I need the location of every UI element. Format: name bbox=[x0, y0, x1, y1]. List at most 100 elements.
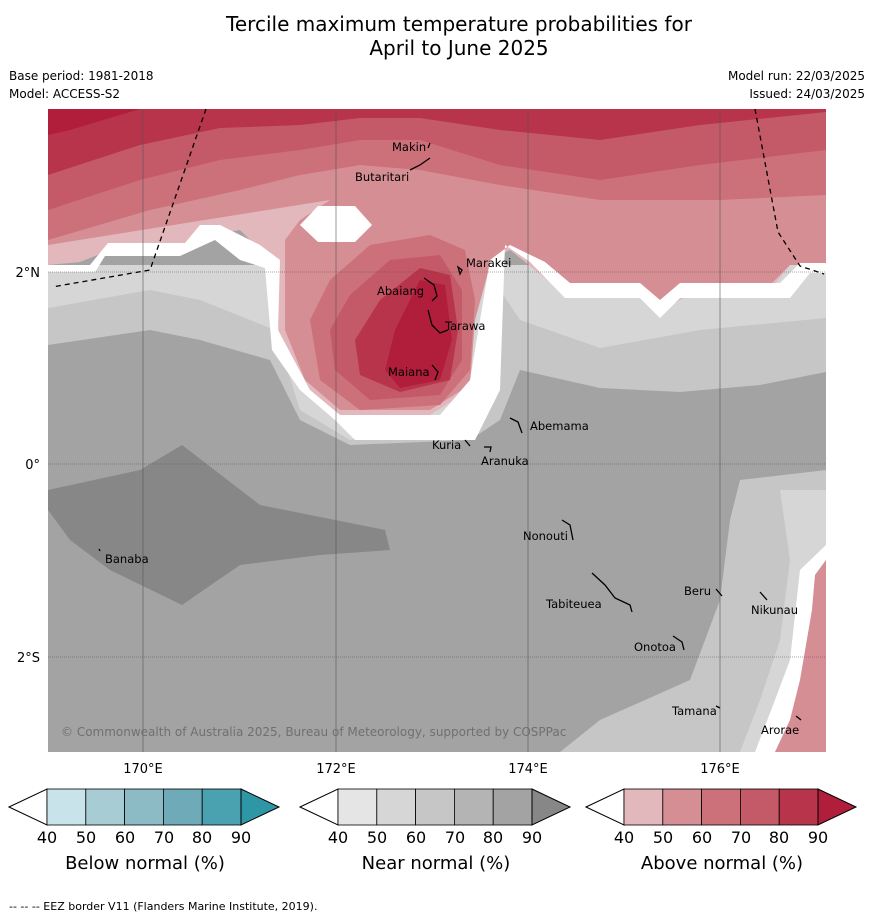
tick-below-90: 90 bbox=[230, 828, 252, 847]
tick-above-50: 50 bbox=[652, 828, 674, 847]
colorbar-2-swatch-0 bbox=[623, 788, 664, 826]
tick-below-80: 80 bbox=[191, 828, 213, 847]
eez-border-east bbox=[754, 108, 825, 275]
island-kuria bbox=[464, 439, 471, 447]
label-arorae: Arorae bbox=[761, 723, 799, 737]
tarawa-warm-core-90 bbox=[385, 280, 452, 388]
probability-map: Makin Butaritari Marakei Abaiang Tarawa … bbox=[16, 108, 826, 777]
tick-near-90: 90 bbox=[521, 828, 543, 847]
colorbar-0-swatch-4 bbox=[201, 788, 242, 826]
tick-above-60: 60 bbox=[691, 828, 713, 847]
colorbar-near-swatches bbox=[299, 788, 572, 826]
near-normal-high-region bbox=[48, 445, 390, 605]
colorbar-2-swatch-1 bbox=[662, 788, 703, 826]
colorbar-below-label: Below normal (%) bbox=[65, 853, 225, 874]
tick-above-80: 80 bbox=[768, 828, 790, 847]
eez-border-west bbox=[51, 108, 207, 288]
label-nonouti: Nonouti bbox=[523, 529, 568, 543]
label-nikunau: Nikunau bbox=[751, 603, 798, 617]
title-line-2: April to June 2025 bbox=[369, 36, 549, 60]
map-field bbox=[48, 109, 826, 752]
tick-near-80: 80 bbox=[482, 828, 504, 847]
colorbar-1-swatch-4 bbox=[492, 788, 533, 826]
colorbar-0-swatch-3 bbox=[162, 788, 203, 826]
colorbar-2-swatch-3 bbox=[739, 788, 780, 826]
title-line-1: Tercile maximum temperature probabilitie… bbox=[226, 12, 692, 36]
lat-label-0: 0° bbox=[25, 458, 40, 473]
above-normal-southeast bbox=[775, 560, 826, 752]
label-kuria: Kuria bbox=[432, 438, 461, 452]
tick-near-70: 70 bbox=[444, 828, 466, 847]
island-tarawa bbox=[427, 309, 449, 334]
island-aranuka bbox=[484, 446, 492, 453]
above-normal-80 bbox=[48, 109, 826, 175]
island-banaba bbox=[98, 548, 101, 552]
island-outlines bbox=[98, 142, 802, 721]
map-title: Tercile maximum temperature probabilitie… bbox=[0, 12, 873, 60]
tick-below-60: 60 bbox=[114, 828, 136, 847]
island-marakei bbox=[456, 265, 463, 276]
label-marakei: Marakei bbox=[466, 256, 511, 270]
colorbar-near-label: Near normal (%) bbox=[361, 853, 511, 874]
label-tarawa: Tarawa bbox=[444, 319, 485, 333]
label-beru: Beru bbox=[684, 584, 711, 598]
lon-label-170e: 170°E bbox=[123, 762, 163, 777]
label-tabiteuea: Tabiteuea bbox=[545, 597, 602, 611]
island-beru bbox=[715, 588, 723, 597]
white-gap-boundary bbox=[48, 225, 826, 440]
lon-label-176e: 176°E bbox=[700, 762, 740, 777]
base-period: Base period: 1981-2018 bbox=[9, 69, 154, 83]
tick-above-70: 70 bbox=[730, 828, 752, 847]
colorbar-1-swatch-2 bbox=[415, 788, 455, 826]
lat-label-2n: 2°N bbox=[16, 266, 41, 281]
island-tabiteuea bbox=[591, 572, 633, 613]
model-name: Model: ACCESS-S2 bbox=[9, 87, 121, 101]
tick-near-50: 50 bbox=[366, 828, 388, 847]
tick-near-40: 40 bbox=[327, 828, 349, 847]
model-run: Model run: 22/03/2025 bbox=[727, 69, 865, 83]
colorbar-above-swatches bbox=[585, 788, 858, 826]
latitude-labels: 2°N 0° 2°S bbox=[16, 266, 41, 666]
tick-above-40: 40 bbox=[613, 828, 635, 847]
tick-above-90: 90 bbox=[807, 828, 829, 847]
eez-borders bbox=[51, 108, 825, 288]
island-maiana bbox=[431, 364, 439, 381]
tick-near-60: 60 bbox=[405, 828, 427, 847]
label-butaritari: Butaritari bbox=[355, 170, 409, 184]
colorbar-above-label: Above normal (%) bbox=[640, 853, 804, 874]
graticule bbox=[48, 109, 826, 752]
label-abaiang: Abaiang bbox=[377, 284, 424, 298]
colorbar-0-swatch-0 bbox=[46, 788, 87, 826]
lon-label-174e: 174°E bbox=[508, 762, 548, 777]
near-normal-southeast-region bbox=[560, 470, 826, 752]
colorbar-below-swatches bbox=[8, 788, 281, 826]
island-makin bbox=[427, 142, 431, 149]
eez-legend-footer: -- -- -- EEZ border V11 (Flanders Marine… bbox=[9, 900, 318, 913]
meta-left: Base period: 1981-2018 Model: ACCESS-S2 bbox=[9, 67, 154, 103]
colorbar-1-swatch-0 bbox=[337, 788, 378, 826]
label-aranuka: Aranuka bbox=[481, 454, 529, 468]
island-nonouti bbox=[561, 519, 574, 541]
island-butaritari bbox=[409, 157, 431, 171]
label-abemama: Abemama bbox=[530, 419, 589, 433]
label-banaba: Banaba bbox=[105, 552, 149, 566]
place-labels: Makin Butaritari Marakei Abaiang Tarawa … bbox=[105, 140, 799, 737]
colorbar-0-swatch-1 bbox=[85, 788, 126, 826]
label-maiana: Maiana bbox=[388, 365, 430, 379]
white-gap-southeast bbox=[755, 545, 826, 752]
colorbar-1-swatch-3 bbox=[453, 788, 494, 826]
label-tamana: Tamana bbox=[671, 704, 717, 718]
copyright-notice: © Commonwealth of Australia 2025, Bureau… bbox=[61, 725, 566, 739]
above-normal-90 bbox=[48, 109, 140, 135]
colorbar-2-swatch-2 bbox=[701, 788, 741, 826]
island-nikunau bbox=[759, 591, 768, 601]
colorbar-0-swatch-2 bbox=[124, 788, 164, 826]
label-onotoa: Onotoa bbox=[634, 640, 676, 654]
colorbar-1-swatch-1 bbox=[376, 788, 417, 826]
island-abemama bbox=[509, 417, 523, 434]
island-abaiang bbox=[423, 277, 438, 302]
tick-below-40: 40 bbox=[36, 828, 58, 847]
lon-label-172e: 172°E bbox=[316, 762, 356, 777]
tick-below-50: 50 bbox=[75, 828, 97, 847]
meta-right: Model run: 22/03/2025 Issued: 24/03/2025 bbox=[728, 67, 865, 103]
